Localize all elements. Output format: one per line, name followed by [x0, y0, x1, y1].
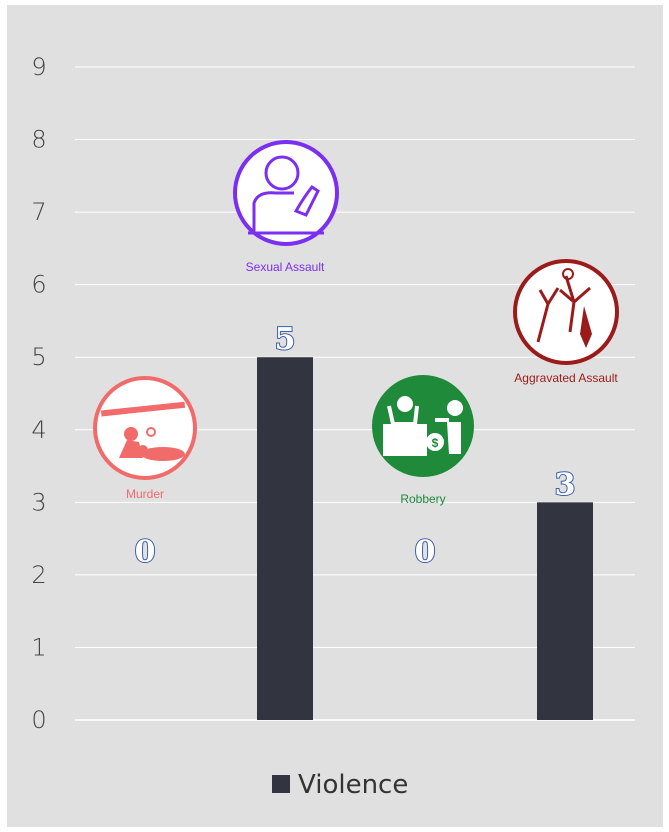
- bar-chart: 0 1 2 3 4 5 6 7 8 9 0 5 0 3 Murder Sexual Assault: [31, 53, 635, 800]
- y-tick-label: 7: [31, 198, 46, 226]
- y-tick-label: 1: [31, 633, 46, 661]
- y-tick-label: 6: [31, 271, 46, 299]
- y-tick-label: 8: [31, 126, 46, 154]
- icon-label-murder: Murder: [126, 487, 164, 501]
- data-label: 0: [135, 534, 156, 569]
- svg-text:$: $: [432, 436, 439, 450]
- bar-sexual-assault: [257, 357, 313, 720]
- data-labels: 0 5 0 3: [134, 321, 577, 570]
- sexual-assault-icon: [233, 140, 339, 246]
- robbery-icon: $: [372, 375, 474, 477]
- aggravated-assault-icon: [513, 259, 619, 365]
- legend-label: Violence: [298, 770, 408, 800]
- data-label: 5: [275, 322, 296, 357]
- crime-scene-icon: [93, 376, 197, 480]
- icon-label-aggravated-assault: Aggravated Assault: [514, 371, 618, 385]
- y-tick-label: 9: [31, 53, 46, 81]
- data-label: 3: [555, 467, 576, 502]
- y-tick-label: 5: [31, 343, 46, 371]
- gridlines: [75, 66, 635, 721]
- y-tick-label: 4: [31, 416, 46, 444]
- y-tick-label: 2: [31, 561, 46, 589]
- y-tick-label: 3: [31, 488, 46, 516]
- bar-aggravated-assault: [537, 502, 593, 720]
- y-axis-ticks: 0 1 2 3 4 5 6 7 8 9: [31, 53, 46, 734]
- icon-label-sexual-assault: Sexual Assault: [246, 260, 325, 274]
- icon-label-robbery: Robbery: [400, 492, 445, 506]
- bars: [257, 357, 593, 720]
- data-label: 0: [415, 534, 436, 569]
- chart-frame: 0 1 2 3 4 5 6 7 8 9 0 5 0 3 Murder Sexual Assault: [7, 5, 663, 827]
- y-tick-label: 0: [31, 706, 46, 734]
- legend-swatch: [272, 775, 290, 793]
